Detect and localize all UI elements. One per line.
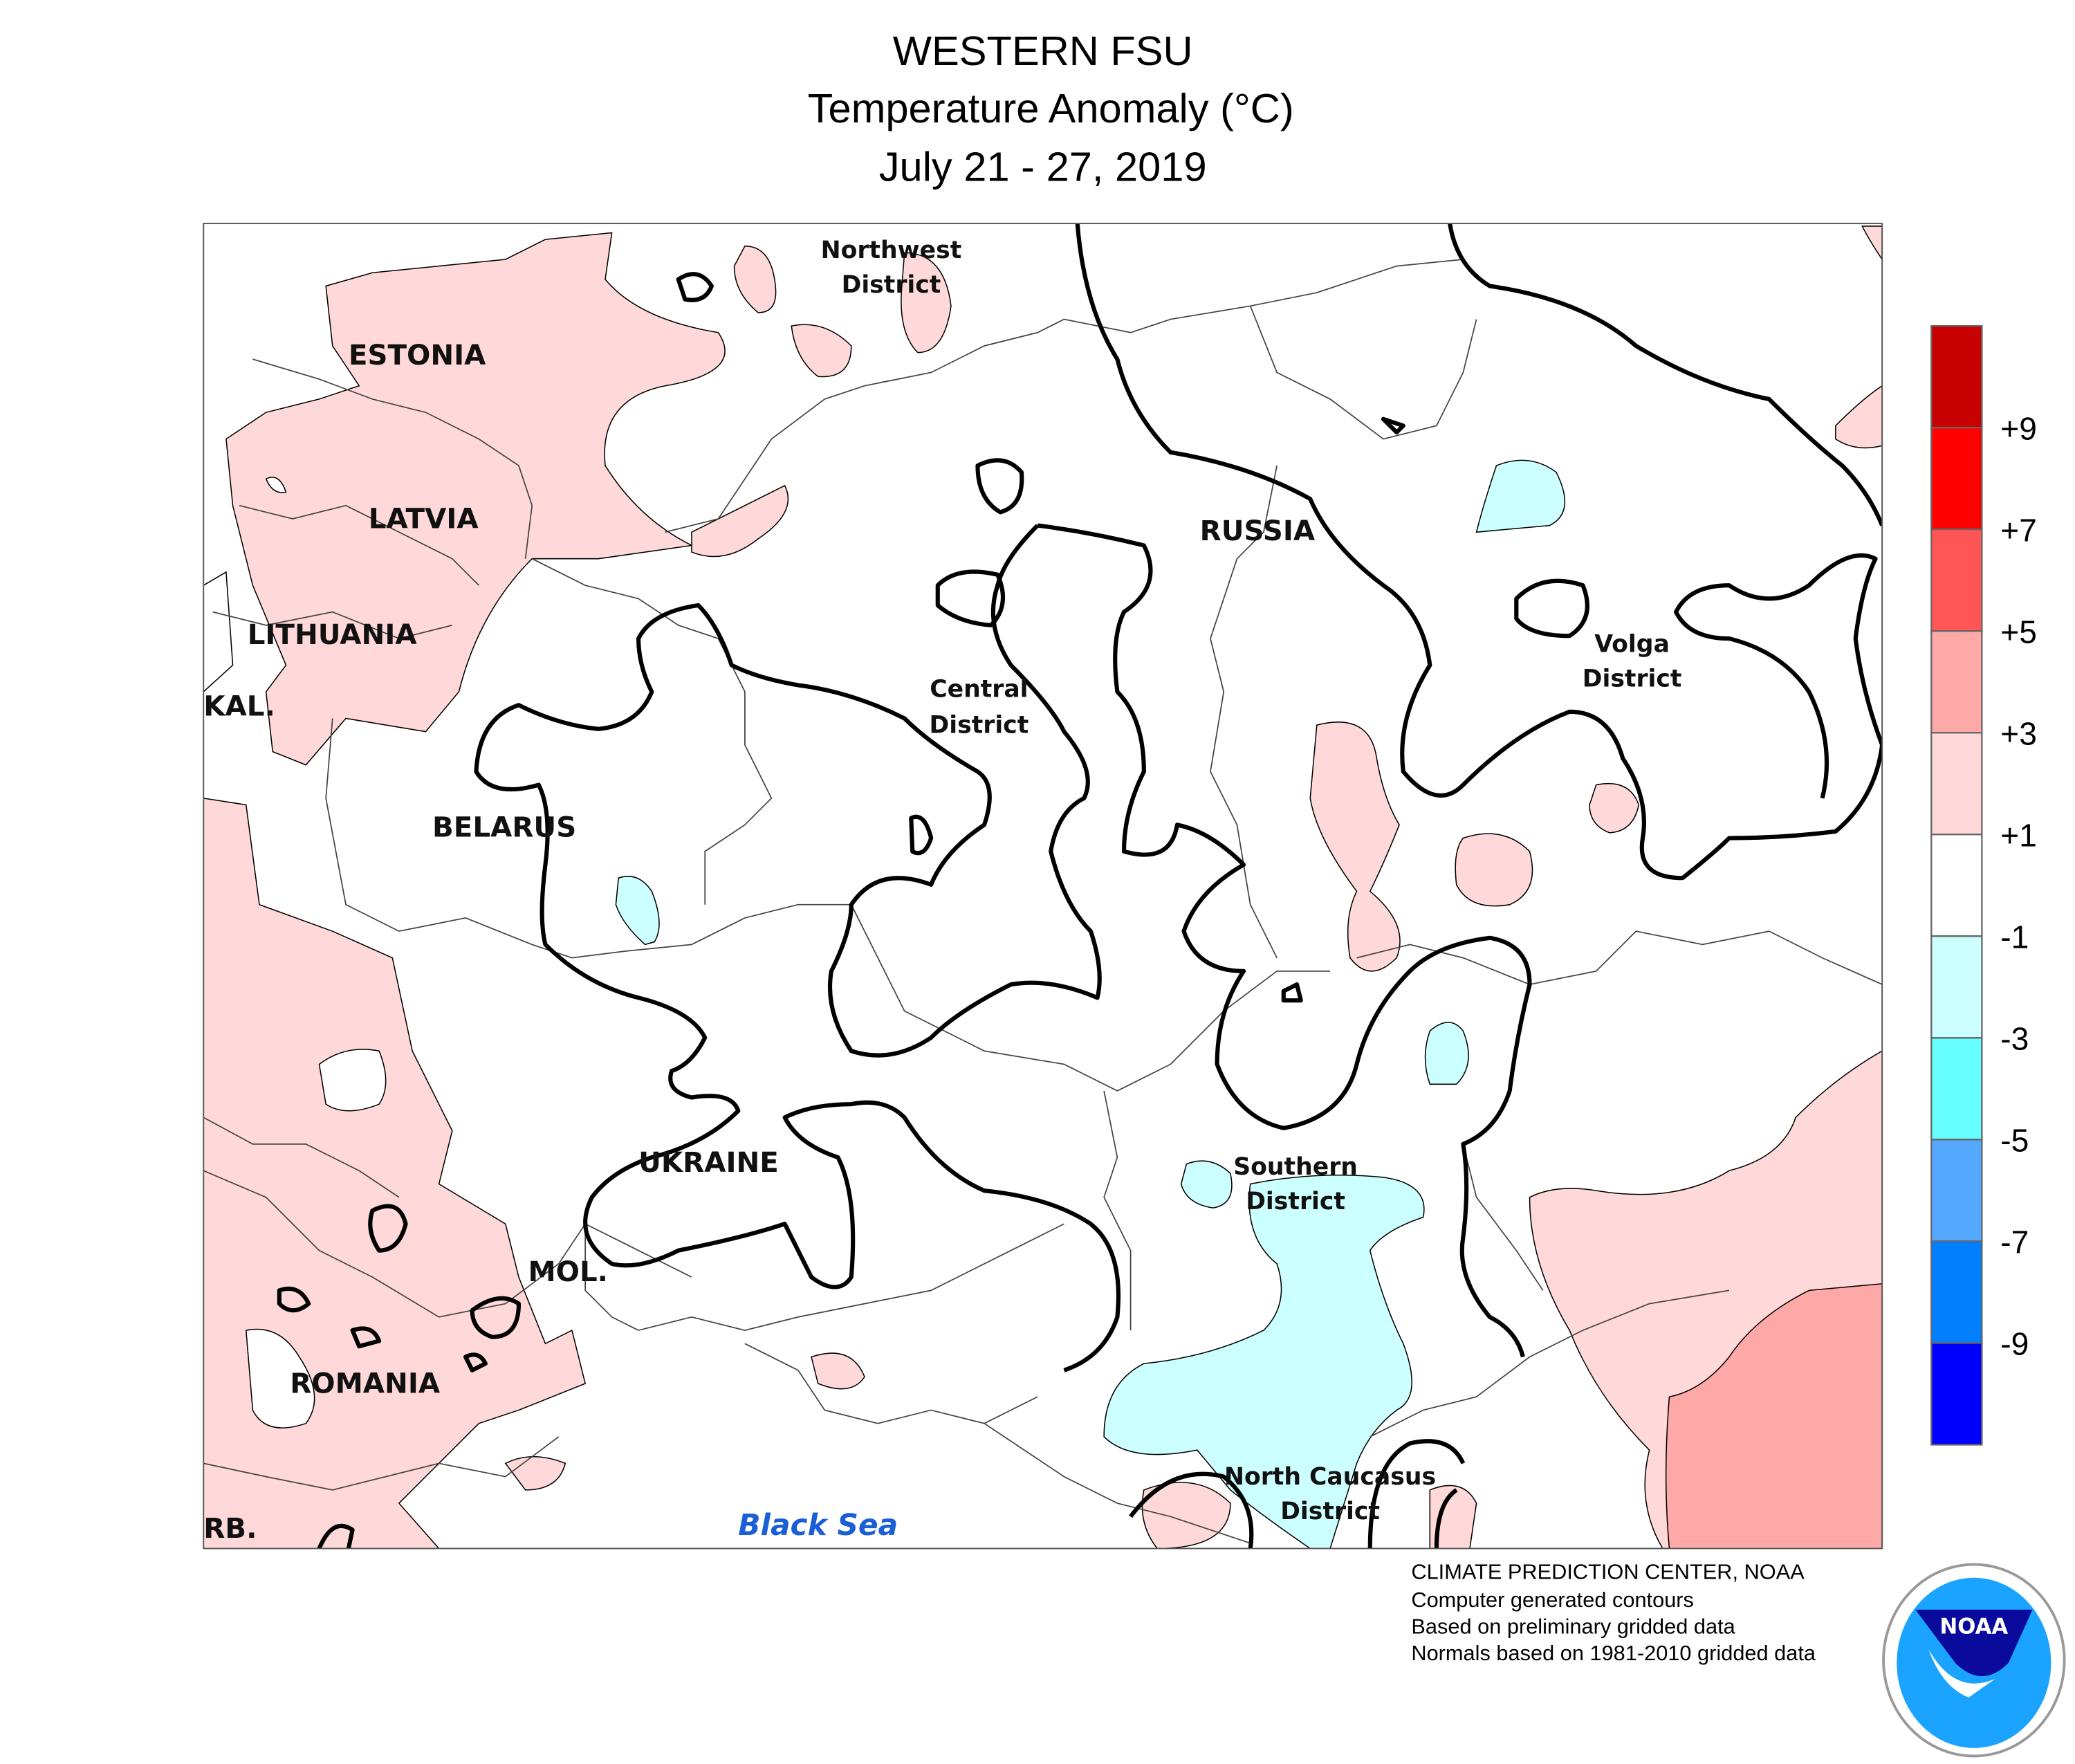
label-romania: ROMANIA	[290, 1367, 441, 1399]
label-belarus: BELARUS	[432, 811, 576, 844]
legend-bin	[1930, 427, 1983, 531]
legend: +9 +7 +5 +3 +1 -1 -3 -5 -7 -9	[1930, 325, 2037, 1446]
label-northwest-district-1: Northwest	[821, 237, 962, 264]
credit-line-1: CLIMATE PREDICTION CENTER, NOAA	[1411, 1560, 1805, 1584]
contour-lines	[277, 223, 1883, 1549]
legend-bin	[1930, 1240, 1983, 1344]
legend-bin	[1930, 1342, 1983, 1446]
label-southern-district-1: Southern	[1233, 1153, 1358, 1181]
legend-bin	[1930, 834, 1983, 937]
legend-tick-label: +3	[2000, 716, 2037, 752]
credit-line-2: Computer generated contours	[1411, 1588, 1694, 1612]
legend-tick-label: +5	[2000, 614, 2037, 650]
title-line-1: WESTERN FSU	[893, 28, 1193, 74]
legend-bin	[1930, 630, 1983, 734]
label-southern-district-2: District	[1246, 1188, 1345, 1215]
legend-bin	[1930, 1139, 1983, 1242]
label-ncaucasus-district-2: District	[1280, 1498, 1380, 1525]
label-latvia: LATVIA	[369, 502, 479, 535]
legend-tick-label: -1	[2000, 919, 2029, 955]
legend-tick-label: -9	[2000, 1326, 2029, 1362]
label-black-sea: Black Sea	[738, 1508, 898, 1542]
credit-line-3: Based on preliminary gridded data	[1411, 1615, 1735, 1639]
legend-tick-label: +1	[2000, 818, 2037, 854]
credit-line-4: Normals based on 1981-2010 gridded data	[1411, 1641, 1816, 1665]
label-russia: RUSSIA	[1200, 515, 1316, 547]
noaa-logo: NOAA	[1882, 1563, 2066, 1758]
label-northwest-district-2: District	[842, 271, 941, 299]
legend-bin	[1930, 325, 1983, 429]
legend-tick-label: -3	[2000, 1021, 2029, 1057]
map-frame	[203, 223, 1883, 1550]
legend-bin	[1930, 732, 1983, 836]
legend-tick-label: +7	[2000, 513, 2037, 549]
title-line-2: Temperature Anomaly (°C)	[808, 85, 1294, 131]
label-lithuania: LITHUANIA	[248, 618, 418, 651]
label-serbia: RB.	[203, 1512, 257, 1545]
title-line-3: July 21 - 27, 2019	[879, 144, 1207, 190]
label-estonia: ESTONIA	[349, 339, 486, 371]
legend-bin	[1930, 529, 1983, 632]
legend-tick-label: -5	[2000, 1123, 2029, 1159]
anomaly-minus1-3-regions	[615, 459, 1566, 1549]
legend-bin	[1930, 935, 1983, 1039]
legend-tick-label: +9	[2000, 410, 2037, 446]
label-moldova: MOL.	[528, 1256, 608, 1288]
label-volga-district-2: District	[1583, 665, 1682, 692]
noaa-logo-text: NOAA	[1940, 1615, 2009, 1639]
map-area: ESTONIA LATVIA LITHUANIA KAL. BELARUS UK…	[203, 223, 1883, 1549]
legend-tick-label: -7	[2000, 1224, 2029, 1260]
label-ncaucasus-district-1: North Caucasus	[1224, 1463, 1436, 1491]
region-labels: ESTONIA LATVIA LITHUANIA KAL. BELARUS UK…	[203, 237, 1681, 1545]
label-central-district-1: Central	[930, 676, 1028, 704]
label-kaliningrad: KAL.	[203, 690, 275, 723]
label-ukraine: UKRAINE	[638, 1146, 779, 1179]
anomaly-plus3-5-region	[1665, 1283, 1883, 1549]
label-central-district-2: District	[930, 712, 1029, 739]
label-volga-district-1: Volga	[1594, 630, 1670, 658]
legend-bin	[1930, 1037, 1983, 1141]
